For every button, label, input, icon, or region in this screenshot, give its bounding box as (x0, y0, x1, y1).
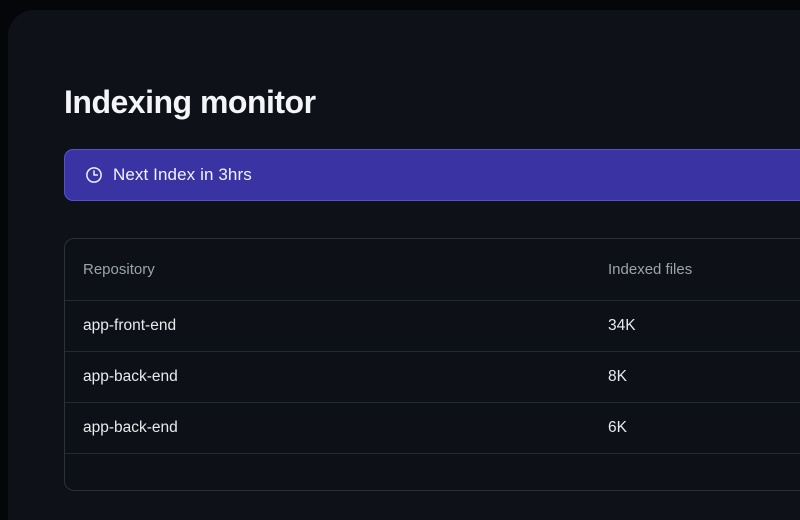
table-header-row: Repository Indexed files (65, 239, 800, 300)
repository-table: Repository Indexed files app-front-end 3… (64, 238, 800, 491)
table-row: app-back-end 6K (65, 402, 800, 453)
page-title: Indexing monitor (64, 84, 316, 121)
column-header-indexed-files: Indexed files (608, 261, 693, 278)
repository-name: app-back-end (83, 368, 178, 385)
table-footer-spacer (65, 453, 800, 490)
table-row: app-front-end 34K (65, 300, 800, 351)
repository-name: app-front-end (83, 317, 177, 334)
next-index-banner-label: Next Index in 3hrs (113, 165, 252, 184)
indexed-files-count: 6K (608, 419, 627, 436)
next-index-banner: Next Index in 3hrs (64, 149, 800, 201)
indexed-files-count: 8K (608, 368, 627, 385)
repository-name: app-back-end (83, 419, 178, 436)
indexed-files-count: 34K (608, 317, 636, 334)
app-panel: Indexing monitor Next Index in 3hrs Repo… (8, 10, 800, 520)
column-header-repository: Repository (83, 261, 155, 278)
table-row: app-back-end 8K (65, 351, 800, 402)
clock-icon (85, 166, 103, 184)
